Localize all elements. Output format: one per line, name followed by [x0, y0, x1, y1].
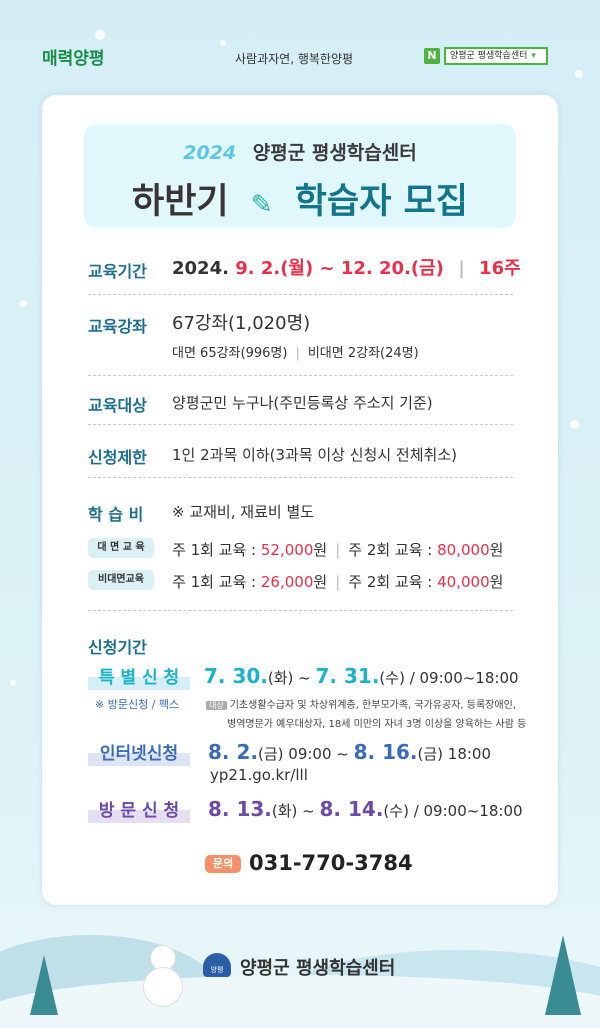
- footer-org: 양평군 평생학습센터: [240, 958, 396, 979]
- fee-type: 비대면교육: [88, 570, 154, 590]
- yangpyeong-emblem: 양평: [203, 953, 231, 977]
- special-tag: 특 별 신 청: [88, 666, 190, 690]
- fee-row: 주 1회 교육 : 26,000원 | 주 2회 교육 : 40,000원: [172, 573, 504, 591]
- visit-dates: 8. 13.(화) ~ 8. 14.(수) / 09:00~18:00: [208, 797, 523, 821]
- winter-scene: [0, 905, 600, 1028]
- title-year: 2024: [183, 142, 237, 164]
- contact-badge: 문의: [205, 855, 241, 873]
- title-main-left: 하반기: [132, 182, 229, 222]
- period-range: 9. 2.(월) ~ 12. 20.(금): [235, 258, 444, 279]
- special-dates: 7. 30.(화) ~ 7. 31.(수) / 09:00~18:00: [204, 664, 519, 688]
- contact-phone[interactable]: 031-770-3784: [249, 851, 413, 875]
- period-value: 2024. 9. 2.(월) ~ 12. 20.(금) | 16주: [172, 258, 521, 279]
- logo: 매력양평: [42, 49, 105, 69]
- period-year: 2024.: [172, 258, 229, 279]
- search-box[interactable]: 양평군 평생학습센터 ▾: [444, 47, 548, 65]
- fee-label: 학 습 비: [88, 505, 144, 524]
- special-eligibility: 대상 기초생활수급자 및 차상위계층, 한부모가족, 국가유공자, 등록장애인, …: [206, 696, 526, 734]
- courses-face: 대면 65강좌(996명): [172, 346, 288, 361]
- internet-tag: 인터넷신청: [88, 742, 190, 766]
- period-label: 교육기간: [88, 262, 147, 281]
- courses-online: 비대면 2강좌(24명): [307, 346, 419, 361]
- title-org: 양평군 평생학습센터: [252, 142, 417, 164]
- apply-label: 신청기간: [88, 638, 147, 657]
- internet-dates: 8. 2.(금) 09:00 ~ 8. 16.(금) 18:00: [208, 740, 492, 764]
- limit-value: 1인 2과목 이하(3과목 이상 신청시 전체취소): [172, 446, 457, 464]
- chevron-down-icon: ▾: [531, 51, 536, 61]
- visit-tag: 방 문 신 청: [88, 799, 190, 823]
- naver-icon: N: [424, 48, 440, 64]
- courses-detail: 대면 65강좌(996명) | 비대면 2강좌(24명): [172, 346, 419, 361]
- target-label: 교육대상: [88, 396, 147, 415]
- internet-url[interactable]: yp21.go.kr/lll: [210, 766, 308, 784]
- fee-note: ※ 교재비, 재료비 별도: [172, 503, 315, 521]
- title-main-right: 학습자 모집: [294, 182, 468, 222]
- limit-label: 신청제한: [88, 448, 147, 467]
- poster-card: [42, 95, 558, 905]
- courses-label: 교육강좌: [88, 317, 147, 336]
- slogan: 사람과자연, 행복한양평: [235, 52, 354, 66]
- eligibility-badge: 대상: [206, 701, 227, 710]
- pencil-icon: ✎: [250, 190, 273, 220]
- title-box: 2024 양평군 평생학습센터 하반기 ✎ 학습자 모집: [84, 124, 516, 228]
- period-weeks: 16주: [479, 258, 521, 279]
- target-value: 양평군민 누구나(주민등록상 주소지 기준): [172, 394, 433, 412]
- fee-type: 대 면 교 육: [88, 538, 154, 558]
- fee-row: 주 1회 교육 : 52,000원 | 주 2회 교육 : 80,000원: [172, 541, 504, 559]
- special-sub: ※ 방문신청 / 팩스: [95, 698, 180, 711]
- search-label: 양평군 평생학습센터: [450, 51, 528, 61]
- courses-total: 67강좌(1,020명): [172, 313, 311, 334]
